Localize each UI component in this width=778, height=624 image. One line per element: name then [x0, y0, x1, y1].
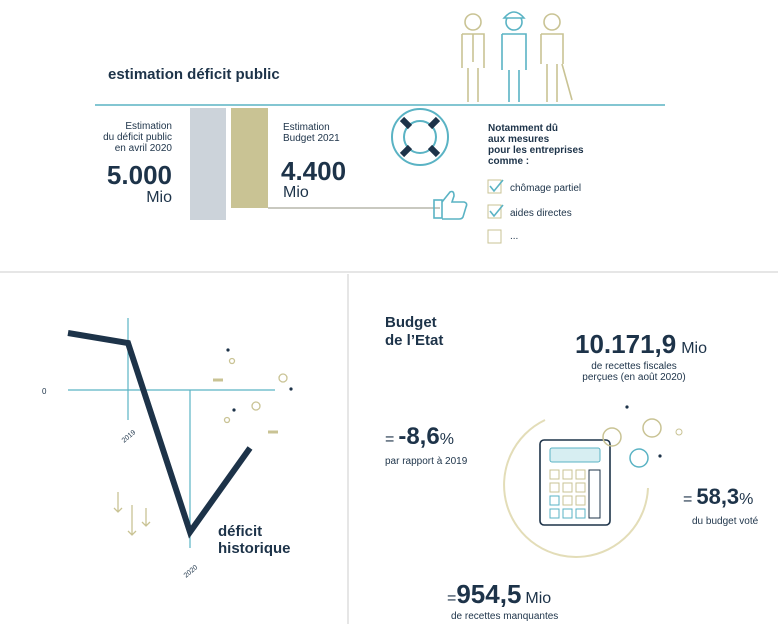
change: = -8,6%: [385, 423, 454, 450]
value: 954,5: [456, 579, 521, 609]
prefix: =: [385, 431, 394, 448]
x-label: 2019: [121, 429, 138, 444]
thumb-icon: [433, 190, 468, 220]
prefix: =: [447, 590, 456, 607]
value: 4.400: [281, 156, 346, 186]
caption: Estimation: [125, 121, 172, 132]
budget-title: de l’Etat: [385, 332, 443, 349]
axes: [68, 318, 275, 548]
zero-label: 0: [42, 387, 47, 396]
caption: Budget 2021: [283, 133, 340, 144]
note: comme :: [488, 156, 529, 167]
check-item: ...: [510, 231, 518, 242]
history-caption: déficit: [218, 523, 262, 540]
caption: perçues (en août 2020): [582, 372, 685, 383]
unit: Mio: [681, 340, 707, 357]
value: -8,6: [398, 423, 439, 450]
revenue: 10.171,9 Mio: [575, 329, 707, 359]
prefix: =: [683, 491, 692, 508]
value: 58,3: [696, 484, 739, 509]
note: Notamment dû: [488, 123, 558, 134]
caption: en avril 2020: [115, 143, 173, 154]
title: estimation déficit public: [108, 66, 280, 83]
deficit-line: [67, 330, 253, 539]
unit: Mio: [146, 189, 172, 206]
calculator-icon: [503, 405, 683, 558]
checklist: chômage partiel aides directes ...: [487, 179, 581, 244]
note: aux mesures: [488, 134, 550, 145]
bar-2020: [190, 108, 226, 220]
budget-title: Budget: [385, 314, 437, 331]
note: pour les entreprises: [488, 145, 584, 156]
caption: de recettes manquantes: [451, 611, 558, 622]
check-item: chômage partiel: [510, 183, 581, 194]
unit: Mio: [525, 590, 551, 607]
x-label: 2020: [183, 564, 200, 579]
people-icons: [461, 11, 573, 102]
unit: Mio: [283, 184, 309, 201]
check-item: aides directes: [510, 208, 572, 219]
unit: %: [440, 431, 454, 448]
unit: %: [739, 491, 753, 508]
history-caption: historique: [218, 540, 291, 557]
caption: du budget voté: [692, 516, 759, 527]
caption: par rapport à 2019: [385, 456, 468, 467]
decorations: [113, 348, 293, 536]
bar-2021: [231, 108, 268, 208]
caption: du déficit public: [103, 132, 172, 143]
value: 10.171,9: [575, 329, 676, 359]
lifebuoy: [391, 108, 449, 166]
caption: de recettes fiscales: [591, 361, 677, 372]
value: 5.000: [107, 160, 172, 190]
missing: =954,5 Mio: [447, 579, 551, 609]
share: = 58,3%: [683, 484, 753, 509]
caption: Estimation: [283, 122, 330, 133]
